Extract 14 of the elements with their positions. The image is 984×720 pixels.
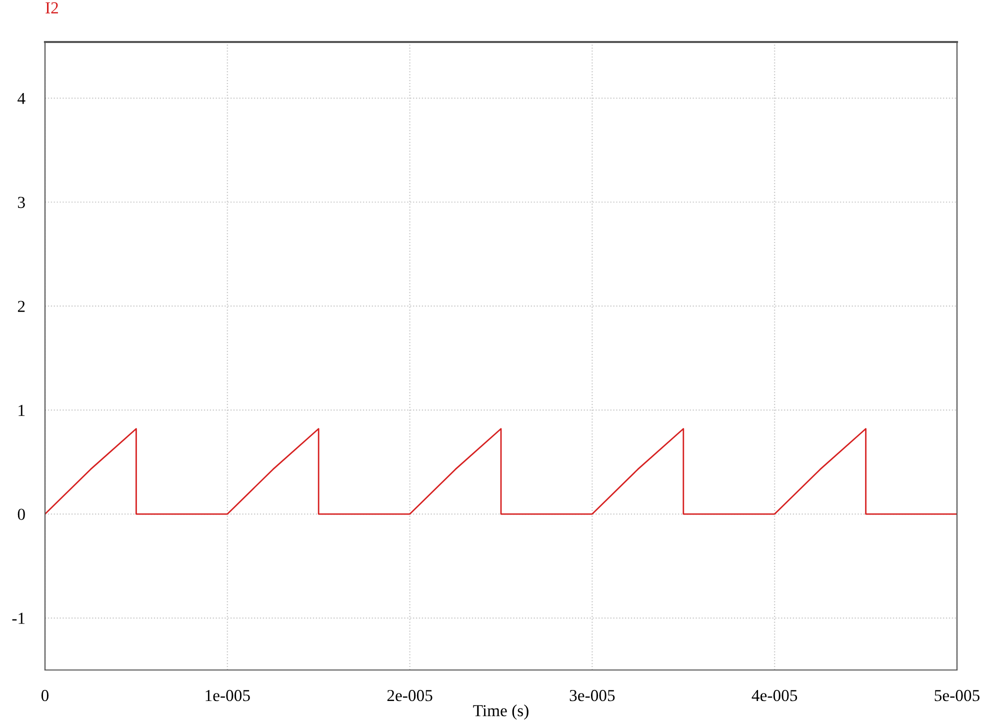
y-tick-label: 1 bbox=[18, 404, 25, 416]
x-axis-title: Time (s) bbox=[473, 704, 528, 720]
y-tick-label: 0 bbox=[18, 508, 25, 520]
x-tick-label: 5e-005 bbox=[934, 690, 980, 702]
y-tick-label: 4 bbox=[18, 92, 26, 104]
y-tick-label: -1 bbox=[12, 612, 25, 624]
x-tick-label: 4e-005 bbox=[752, 690, 798, 702]
y-tick-label: 2 bbox=[18, 300, 25, 312]
x-tick-label: 3e-005 bbox=[570, 690, 615, 702]
x-tick-label: 1e-005 bbox=[206, 690, 250, 702]
text: I2 bbox=[46, 2, 58, 14]
y-tick-label: 3 bbox=[18, 196, 25, 208]
x-tick-label: 0 bbox=[41, 690, 49, 702]
x-tick-label: 2e-005 bbox=[387, 690, 432, 702]
